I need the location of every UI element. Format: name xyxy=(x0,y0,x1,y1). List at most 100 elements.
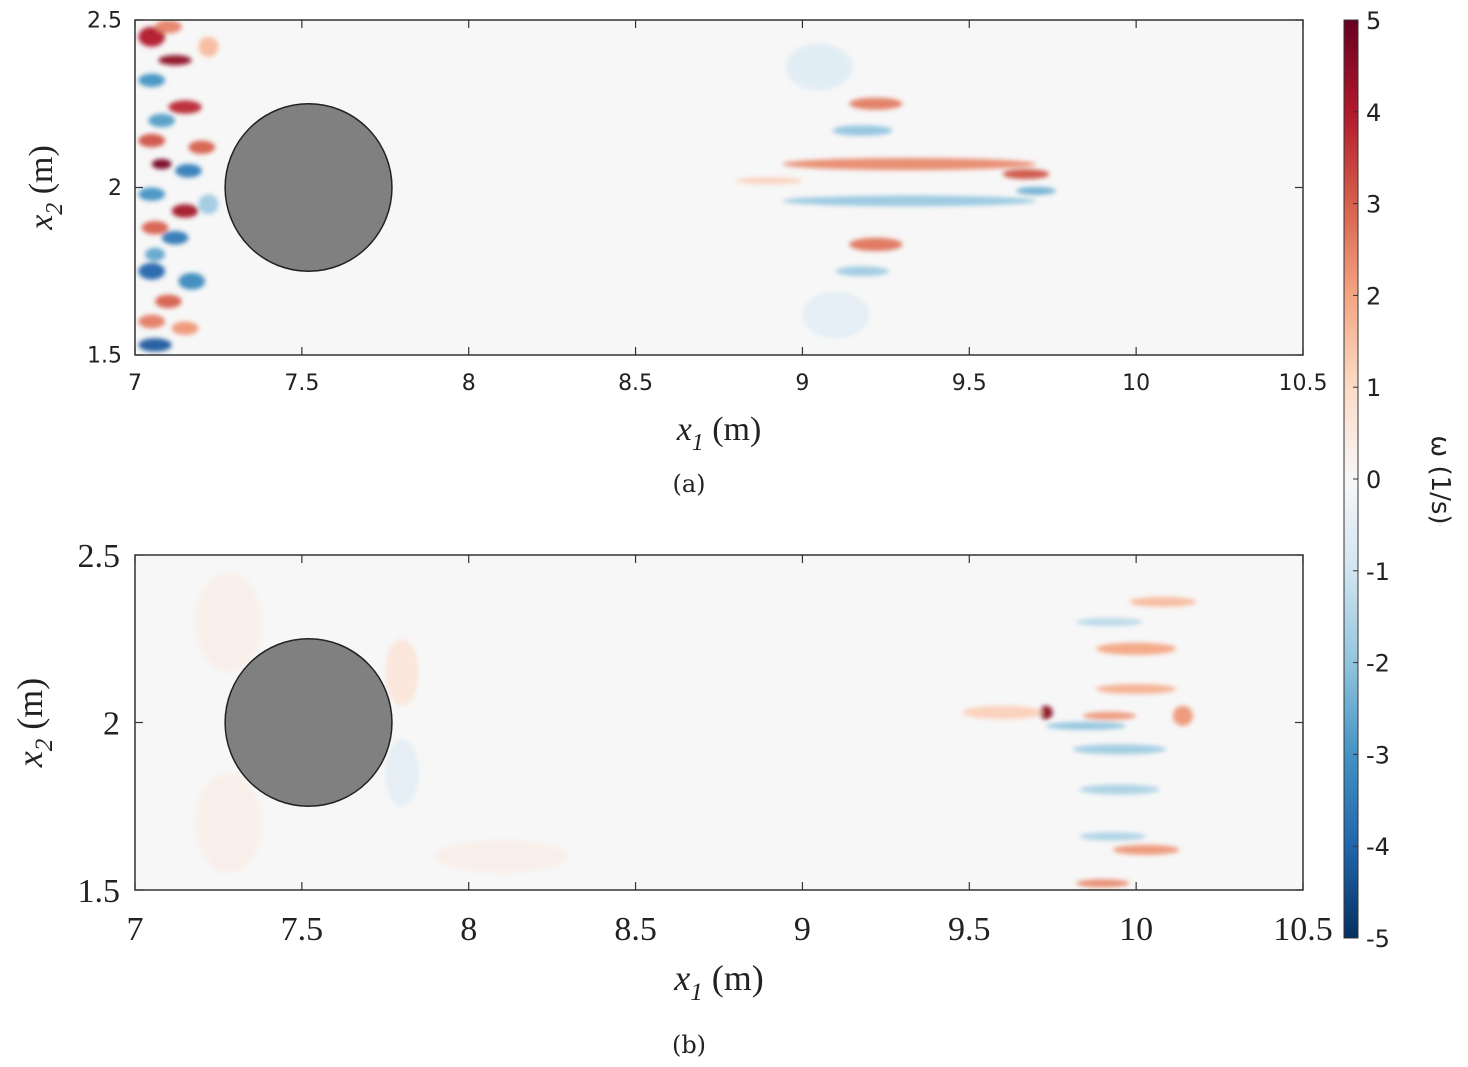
vorticity-field xyxy=(195,571,1197,888)
x-tick-label: 9 xyxy=(794,911,811,948)
vorticity-structure xyxy=(171,204,199,218)
vorticity-structure xyxy=(158,55,192,66)
vorticity-structure xyxy=(785,43,853,91)
colorbar-tick-label: 2 xyxy=(1366,282,1381,310)
x-tick-label: 9 xyxy=(795,371,809,396)
vorticity-structure xyxy=(1079,832,1147,841)
x-tick-label: 10.5 xyxy=(1273,911,1333,948)
x-tick-label: 7.5 xyxy=(284,371,319,396)
colorbar-tick-label: 1 xyxy=(1366,374,1381,402)
colorbar-tick-label: 5 xyxy=(1366,7,1381,35)
colorbar-tick-label: -1 xyxy=(1366,558,1390,586)
vorticity-structure xyxy=(171,321,199,335)
cylinder xyxy=(224,103,393,272)
vorticity-structure xyxy=(138,338,172,352)
vorticity-structure xyxy=(1172,705,1193,726)
vorticity-structure xyxy=(1112,844,1180,855)
vorticity-structure xyxy=(385,739,419,807)
x-axis-label: x1 (m) xyxy=(676,411,762,456)
panel-caption: (b) xyxy=(672,1031,706,1059)
vorticity-structure xyxy=(1002,169,1050,180)
vorticity-structure xyxy=(849,237,903,252)
vorticity-structure xyxy=(1076,879,1130,888)
vorticity-structure xyxy=(1016,186,1057,195)
vorticity-structure xyxy=(1079,784,1160,795)
cylinder xyxy=(224,638,393,807)
colorbar-tick-label: 4 xyxy=(1366,99,1381,127)
vorticity-structure xyxy=(1039,705,1053,720)
vorticity-structure xyxy=(1096,683,1177,695)
vorticity-structure xyxy=(1046,721,1127,730)
colorbar-tick-label: -5 xyxy=(1366,925,1390,953)
vorticity-field xyxy=(138,20,1057,352)
colorbar-tick-label: 0 xyxy=(1366,466,1381,494)
vorticity-structure xyxy=(155,20,182,34)
vorticity-structure xyxy=(148,113,176,128)
vorticity-structure xyxy=(141,221,169,235)
vorticity-structure xyxy=(195,772,262,874)
vorticity-structure xyxy=(155,294,182,309)
vorticity-structure xyxy=(802,291,870,339)
x-tick-label: 10 xyxy=(1119,911,1153,948)
x-axis-label: x1 (m) xyxy=(673,958,764,1006)
vorticity-structure xyxy=(198,194,219,215)
panel-b: 7 7.5 8 8.5 9 9.5 10 10.5 1.5 2 2.5 x1 (m) x2 (m) (b) xyxy=(10,538,1333,1059)
x-tick-label: 8 xyxy=(460,911,477,948)
vorticity-structure xyxy=(161,231,189,245)
colorbar-tick-label: 3 xyxy=(1366,191,1381,219)
vorticity-structure xyxy=(178,272,206,290)
x-tick-label: 9.5 xyxy=(952,371,987,396)
x-tick-label: 7 xyxy=(127,911,144,948)
vorticity-structure xyxy=(782,195,1037,207)
colorbar-label: ω (1/s) xyxy=(1425,435,1455,524)
vorticity-structure xyxy=(138,262,166,280)
vorticity-structure xyxy=(782,158,1037,171)
x-tick-label: 7.5 xyxy=(281,911,324,948)
y-axis-label: x2 (m) xyxy=(10,678,58,769)
vorticity-structure xyxy=(849,97,903,110)
vorticity-structure xyxy=(138,26,166,47)
y-tick-label: 1.5 xyxy=(87,344,122,369)
x-tick-label: 9.5 xyxy=(948,911,991,948)
colorbar-tick-label: -2 xyxy=(1366,650,1390,678)
vorticity-structure xyxy=(385,638,419,706)
x-tick-label: 10 xyxy=(1122,371,1150,396)
vorticity-structure xyxy=(188,140,216,154)
panel-a: 7 7.5 8 8.5 9 9.5 10 10.5 1.5 2 2.5 x1 (m) x2 (m) (a) xyxy=(23,9,1327,498)
vorticity-structure xyxy=(835,266,890,277)
vorticity-structure xyxy=(735,177,803,185)
y-tick-label: 2 xyxy=(108,176,122,201)
x-tick-label: 8 xyxy=(462,371,476,396)
vorticity-structure xyxy=(198,36,219,57)
colorbar-tick-label: -4 xyxy=(1366,833,1390,861)
vorticity-structure xyxy=(1096,642,1177,655)
x-tick-label: 8.5 xyxy=(618,371,653,396)
y-tick-label: 2 xyxy=(103,705,120,742)
vorticity-structure xyxy=(151,159,172,170)
y-tick-label: 1.5 xyxy=(78,873,121,910)
vorticity-structure xyxy=(195,571,262,673)
panel-caption: (a) xyxy=(672,470,705,498)
colorbar-tick-label: -3 xyxy=(1366,741,1390,769)
vorticity-structure xyxy=(962,705,1043,720)
vorticity-structure xyxy=(1076,617,1143,627)
x-tick-label: 7 xyxy=(128,371,142,396)
vorticity-structure xyxy=(138,73,166,88)
vorticity-structure xyxy=(175,164,202,178)
vorticity-structure xyxy=(832,125,893,136)
vorticity-structure xyxy=(145,247,166,262)
vorticity-structure xyxy=(138,187,166,201)
vorticity-structure xyxy=(1129,596,1197,607)
vorticity-structure xyxy=(138,133,166,148)
x-tick-label: 10.5 xyxy=(1279,371,1328,396)
vorticity-structure xyxy=(168,100,202,114)
vorticity-structure xyxy=(1072,744,1167,755)
vorticity-structure xyxy=(1082,711,1137,720)
y-tick-label: 2.5 xyxy=(87,9,122,34)
vorticity-structure xyxy=(138,314,166,329)
vorticity-structure xyxy=(435,839,569,874)
y-axis-label: x2 (m) xyxy=(23,145,68,231)
y-tick-label: 2.5 xyxy=(78,538,121,575)
x-tick-label: 8.5 xyxy=(614,911,657,948)
